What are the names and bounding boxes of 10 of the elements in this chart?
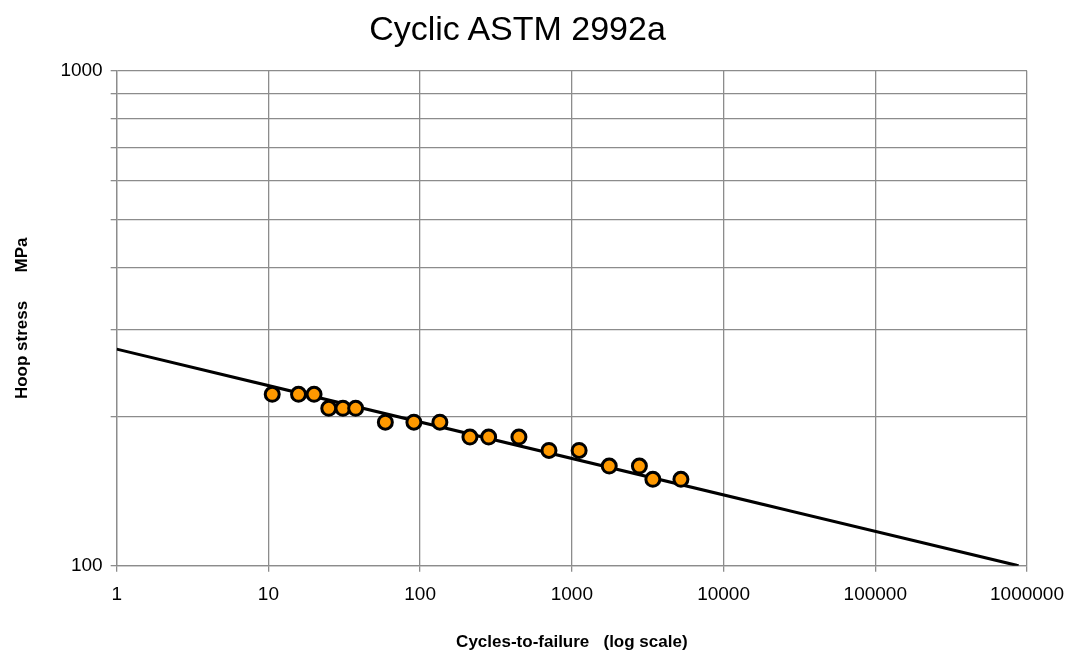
x-tick-label: 1000: [550, 583, 593, 605]
chart-title: Cyclic ASTM 2992a: [369, 8, 666, 47]
x-tick-label: 100: [404, 583, 436, 605]
x-axis-title: Cycles-to-failure (log scale): [456, 632, 688, 652]
x-tick-label: 10000: [697, 583, 750, 605]
x-tick-label: 10: [257, 583, 279, 605]
x-tick-label: 100000: [843, 583, 907, 605]
x-tick-label: 1000000: [990, 583, 1064, 605]
x-tick-label: 1: [111, 583, 122, 605]
y-axis-title: Hoop stress MPa: [11, 236, 31, 400]
